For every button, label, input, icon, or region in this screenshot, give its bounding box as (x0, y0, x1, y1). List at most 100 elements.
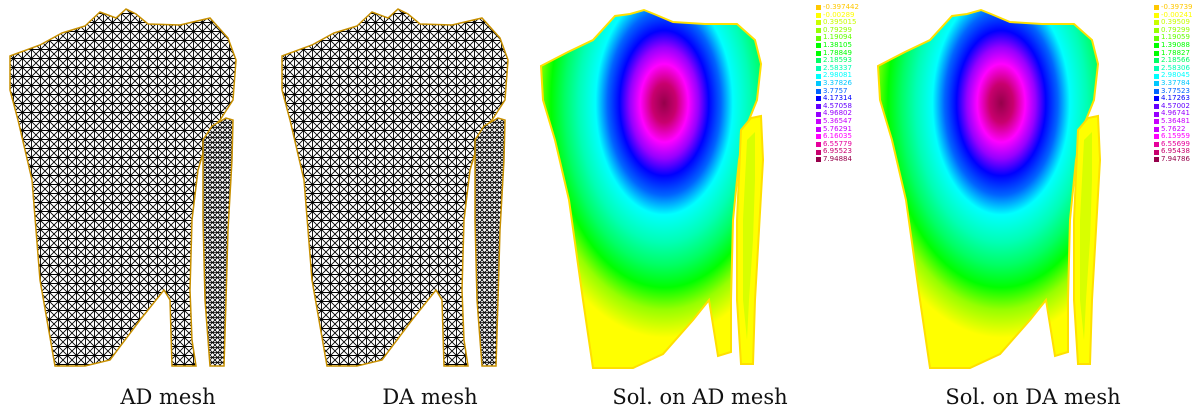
da-legend-label: 1.19059 (1161, 33, 1190, 42)
ad-legend-swatch (816, 73, 821, 79)
da-legend-swatch (1154, 141, 1159, 147)
da-legend-label: 2.58306 (1161, 63, 1190, 72)
ad-legend-label: 4.96802 (823, 109, 852, 118)
ad-solution-figure (539, 8, 765, 369)
da-legend-entry: 5.7622 (1154, 125, 1192, 134)
ad-legend-label: 2.18593 (823, 56, 852, 65)
ad-legend-label: 1.19094 (823, 33, 852, 42)
da-legend-swatch (1154, 134, 1159, 140)
da-legend-swatch (1154, 43, 1159, 49)
da-legend-entry: 1.39088 (1154, 40, 1192, 50)
da-legend-label: 6.15959 (1161, 132, 1190, 141)
da-legend-swatch (1154, 149, 1159, 155)
ad-mesh-main-region (9, 8, 237, 367)
ad-legend-label: 3.7757 (823, 86, 848, 95)
ad-legend-entry: -0.00289 (816, 10, 859, 20)
da-legend-swatch (1154, 73, 1159, 79)
da-legend-entry: -0.39739 (1154, 3, 1192, 12)
ad-legend-swatch (816, 28, 821, 34)
ad-legend-entry: 4.57058 (816, 102, 859, 111)
ad-legend-label: 6.16035 (823, 132, 852, 141)
da-legend-entry: 1.78827 (1154, 48, 1192, 58)
ad-legend-label: 2.58337 (823, 63, 852, 72)
caption-sol-ad-mesh: Sol. on AD mesh (612, 385, 788, 409)
da-legend-label: 4.96741 (1161, 109, 1190, 118)
ad-legend-swatch (816, 119, 821, 125)
ad-legend-label: 1.38105 (823, 40, 852, 49)
ad-legend-swatch (816, 66, 821, 72)
da-legend-label: 1.78827 (1161, 48, 1190, 57)
caption-da-mesh: DA mesh (382, 385, 478, 409)
ad-legend-entry: 6.16035 (816, 132, 859, 141)
da-legend-swatch (1154, 126, 1159, 132)
caption-ad-mesh: AD mesh (120, 385, 216, 409)
da-legend-entry: 2.58306 (1154, 63, 1192, 73)
da-legend-swatch (1154, 88, 1159, 94)
ad-mesh-fibula-region (202, 117, 234, 367)
ad-legend-entry: 6.55779 (816, 139, 859, 149)
da-legend-swatch (1154, 20, 1159, 26)
da-legend-entry: 3.77523 (1154, 86, 1192, 96)
ad-legend-entry: -0.397442 (816, 3, 859, 12)
da-legend-entry: 0.39509 (1154, 19, 1192, 27)
da-legend-label: 4.57002 (1161, 101, 1190, 110)
da-legend-entry: 7.94786 (1154, 154, 1192, 164)
ad-legend-entry: 2.98081 (816, 72, 859, 80)
ad-legend-swatch (816, 96, 821, 102)
da-mesh-figure (281, 8, 509, 367)
da-solution-main-region (876, 8, 1100, 369)
da-solution-legend: -0.39739 -0.00241 0.39509 0.79299 1.19059 1.3… (1154, 3, 1193, 164)
da-legend-swatch (1154, 35, 1159, 41)
ad-legend-label: 2.98081 (823, 71, 852, 80)
ad-legend-swatch (816, 111, 821, 117)
ad-legend-entry: 2.18593 (816, 57, 859, 65)
ad-legend-label: 5.36547 (823, 116, 852, 125)
da-legend-label: -0.00241 (1161, 10, 1193, 19)
da-legend-label: 6.95438 (1161, 147, 1190, 156)
ad-legend-swatch (816, 104, 821, 110)
da-legend-entry: 1.19059 (1154, 34, 1192, 42)
da-legend-swatch (1154, 104, 1159, 110)
da-legend-entry: -0.00241 (1154, 10, 1193, 20)
da-legend-entry: 2.98045 (1154, 72, 1192, 80)
da-legend-label: 3.77523 (1161, 86, 1190, 95)
ad-legend-entry: 1.38105 (816, 40, 859, 50)
ad-legend-swatch (816, 58, 821, 64)
ad-legend-entry: 0.79299 (816, 26, 859, 35)
da-legend-label: 2.18566 (1161, 56, 1190, 65)
da-legend-entry: 0.79299 (1154, 26, 1192, 35)
da-mesh-main-region (281, 8, 509, 367)
da-legend-entry: 5.36481 (1154, 116, 1192, 126)
da-solution-fibula-region (1073, 114, 1102, 365)
da-legend-swatch (1154, 96, 1159, 102)
ad-legend-swatch (816, 35, 821, 41)
da-legend-entry: 4.17263 (1154, 95, 1192, 103)
ad-legend-entry: 5.76291 (816, 124, 859, 134)
da-legend-entry: 2.18566 (1154, 57, 1192, 65)
ad-legend-swatch (816, 12, 821, 18)
da-legend-label: 5.36481 (1161, 116, 1190, 125)
da-legend-swatch (1154, 28, 1159, 34)
ad-legend-entry: 0.395015 (816, 19, 859, 27)
ad-legend-label: 5.76291 (823, 124, 852, 133)
da-legend-entry: 4.57002 (1154, 101, 1192, 111)
da-legend-swatch (1154, 81, 1159, 87)
da-legend-entry: 4.96741 (1154, 110, 1192, 118)
da-legend-label: 3.37784 (1161, 78, 1190, 87)
ad-legend-label: 1.78849 (823, 48, 852, 57)
ad-legend-entry: 2.58337 (816, 63, 859, 73)
da-legend-label: 1.39088 (1161, 40, 1190, 49)
ad-legend-swatch (816, 134, 821, 140)
ad-legend-label: 0.395015 (823, 18, 857, 27)
caption-sol-da-mesh: Sol. on DA mesh (945, 385, 1121, 409)
ad-legend-entry: 7.94884 (816, 155, 859, 164)
ad-solution-fibula-region (736, 114, 765, 365)
ad-legend-label: 6.55779 (823, 139, 852, 148)
da-legend-label: 0.39509 (1161, 18, 1190, 27)
da-legend-label: 7.94786 (1161, 154, 1190, 163)
ad-legend-entry: 6.95523 (816, 148, 859, 156)
ad-legend-label: -0.00289 (823, 10, 855, 19)
ad-legend-swatch (816, 43, 821, 49)
ad-legend-swatch (816, 81, 821, 87)
ad-solution-main-region (539, 8, 763, 369)
